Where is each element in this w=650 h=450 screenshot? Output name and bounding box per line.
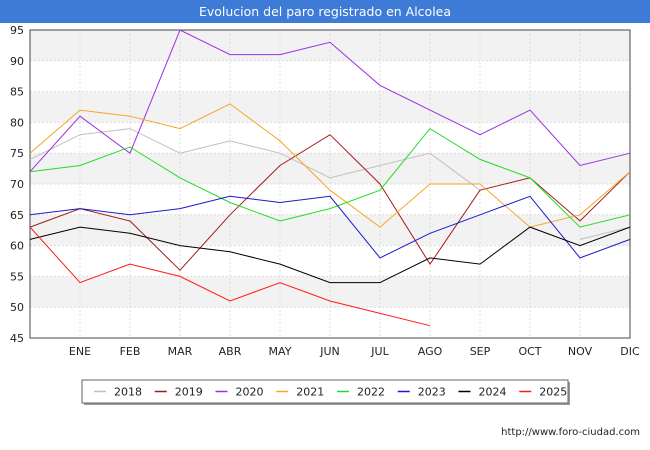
x-tick-label: ABR	[219, 345, 242, 358]
legend-label-2024: 2024	[479, 386, 507, 399]
y-tick-label: 45	[10, 332, 24, 345]
x-tick-label: OCT	[518, 345, 541, 358]
x-tick-label: AGO	[418, 345, 443, 358]
y-tick-label: 95	[10, 24, 24, 37]
legend	[81, 379, 569, 404]
y-tick-label: 70	[10, 178, 24, 191]
plot-border	[29, 29, 631, 339]
legend-label-2020: 2020	[236, 386, 264, 399]
legend-label-2023: 2023	[418, 386, 446, 399]
legend-label-2021: 2021	[296, 386, 324, 399]
y-tick-label: 55	[10, 270, 24, 283]
legend-label-2018: 2018	[114, 386, 142, 399]
x-tick-label: MAR	[168, 345, 193, 358]
chart-title: Evolucion del paro registrado en Alcolea	[0, 0, 650, 23]
series-line-2023	[29, 195, 631, 259]
legend-label-2019: 2019	[175, 386, 203, 399]
series-line-2020	[29, 29, 631, 173]
x-tick-label: DIC	[620, 345, 640, 358]
y-tick-label: 85	[10, 86, 24, 99]
series-line-2022	[29, 127, 631, 228]
x-tick-label: ENE	[69, 345, 91, 358]
source-url[interactable]: http://www.foro-ciudad.com	[501, 427, 640, 438]
legend-label-2022: 2022	[357, 386, 385, 399]
legend-label-2025: 2025	[539, 386, 567, 399]
x-tick-label: MAY	[269, 345, 292, 358]
series-line-2024	[29, 226, 631, 284]
x-tick-label: NOV	[568, 345, 593, 358]
series-line-2025	[29, 226, 431, 327]
x-tick-label: JUL	[370, 345, 389, 358]
y-tick-label: 50	[10, 301, 24, 314]
y-tick-label: 60	[10, 240, 24, 253]
x-tick-label: FEB	[120, 345, 141, 358]
x-tick-label: SEP	[470, 345, 491, 358]
x-tick-label: JUN	[319, 345, 340, 358]
y-tick-label: 75	[10, 147, 24, 160]
y-tick-label: 80	[10, 116, 24, 129]
y-tick-label: 65	[10, 209, 24, 222]
y-tick-label: 90	[10, 55, 24, 68]
